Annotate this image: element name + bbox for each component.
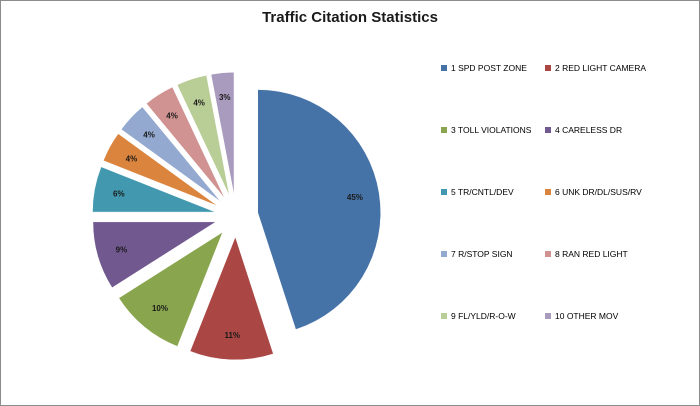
slice-label-7: 4%: [143, 130, 155, 139]
legend-item-5: 5 TR/CNTL/DEV: [441, 187, 545, 249]
legend-item-7: 7 R/STOP SIGN: [441, 249, 545, 311]
legend-item-2: 2 RED LIGHT CAMERA: [545, 63, 685, 125]
legend-swatch-5: [441, 189, 447, 195]
legend-label-5: 5 TR/CNTL/DEV: [451, 187, 514, 197]
pie-slice-8: [146, 86, 226, 199]
legend-label-9: 9 FL/YLD/R-O-W: [451, 311, 516, 321]
legend-label-2: 2 RED LIGHT CAMERA: [555, 63, 647, 73]
legend-label-4: 4 CARELESS DR: [555, 125, 623, 135]
slice-label-8: 4%: [166, 111, 178, 120]
pie-slice-10: [210, 71, 235, 196]
legend-swatch-4: [545, 127, 551, 133]
chart-legend: 1 SPD POST ZONE 2 RED LIGHT CAMERA 3 TOLL …: [441, 63, 691, 373]
slice-label-4: 9%: [116, 245, 128, 254]
legend-label-8: 8 RAN RED LIGHT: [555, 249, 628, 259]
legend-label-10: 10 OTHER MOV: [555, 311, 619, 321]
pie-slice-3: [118, 231, 224, 347]
slice-label-5: 6%: [113, 190, 125, 199]
pie-slice-9: [176, 75, 230, 197]
pie-slice-5: [92, 166, 216, 213]
legend-label-6: 6 UNK DR/DL/SUS/RV: [555, 187, 642, 197]
legend-label-3: 3 TOLL VIOLATIONS: [451, 125, 532, 135]
legend-label-7: 7 R/STOP SIGN: [451, 249, 513, 259]
slice-label-2: 11%: [224, 331, 240, 340]
slice-label-3: 10%: [152, 304, 168, 313]
slice-label-10: 3%: [219, 93, 231, 102]
slice-label-1: 45%: [347, 193, 363, 202]
legend-item-8: 8 RAN RED LIGHT: [545, 249, 685, 311]
legend-swatch-9: [441, 313, 447, 319]
legend-swatch-2: [545, 65, 551, 71]
pie-slice-7: [120, 106, 221, 202]
pie-slice-4: [92, 221, 217, 289]
legend-swatch-10: [545, 313, 551, 319]
legend-item-1: 1 SPD POST ZONE: [441, 63, 545, 125]
slice-label-9: 4%: [193, 99, 205, 108]
legend-swatch-8: [545, 251, 551, 257]
chart-title: Traffic Citation Statistics: [262, 9, 438, 26]
pie-slice-6: [102, 133, 218, 207]
legend-item-4: 4 CARELESS DR: [545, 125, 685, 187]
legend-swatch-7: [441, 251, 447, 257]
pie-slice-1: [257, 89, 381, 330]
legend-item-9: 9 FL/YLD/R-O-W: [441, 311, 545, 373]
legend-swatch-1: [441, 65, 447, 71]
slice-label-6: 4%: [126, 155, 138, 164]
legend-item-3: 3 TOLL VIOLATIONS: [441, 125, 545, 187]
pie-slice-2: [189, 236, 274, 361]
legend-swatch-6: [545, 189, 551, 195]
legend-item-6: 6 UNK DR/DL/SUS/RV: [545, 187, 685, 249]
legend-swatch-3: [441, 127, 447, 133]
legend-item-10: 10 OTHER MOV: [545, 311, 685, 373]
legend-label-1: 1 SPD POST ZONE: [451, 63, 527, 73]
